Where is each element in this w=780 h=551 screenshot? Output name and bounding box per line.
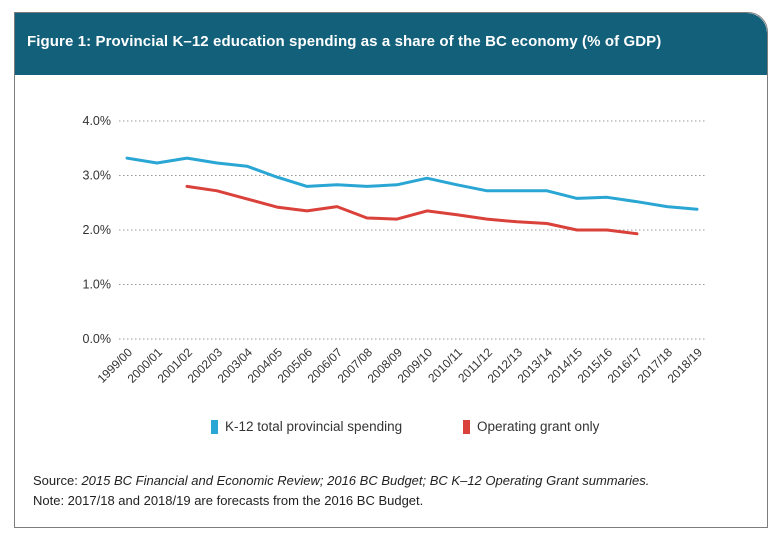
source-text: 2015 BC Financial and Economic Review; 2…: [81, 473, 650, 488]
figure-frame: Figure 1: Provincial K–12 education spen…: [14, 12, 768, 528]
y-tick-label: 2.0%: [83, 223, 112, 237]
y-tick-label: 1.0%: [83, 278, 112, 292]
legend-label-operating-grant: Operating grant only: [477, 419, 600, 434]
legend-swatch-operating-grant: [463, 419, 470, 434]
y-tick-label: 0.0%: [83, 332, 112, 346]
figure-title: Figure 1: Provincial K–12 education spen…: [27, 33, 662, 50]
y-tick-label: 4.0%: [83, 114, 112, 128]
chart-legend: K-12 total provincial spending Operating…: [15, 419, 767, 439]
legend-item-operating-grant: Operating grant only: [463, 419, 599, 434]
source-line: Source: 2015 BC Financial and Economic R…: [33, 471, 649, 491]
legend-swatch-k12-total: [211, 419, 218, 434]
series-line-operating-grant: [185, 184, 639, 236]
series-line-k12-total: [125, 156, 699, 211]
legend-label-k12-total: K-12 total provincial spending: [225, 419, 403, 434]
legend-item-k12-total: K-12 total provincial spending: [211, 419, 402, 434]
note-line: Note: 2017/18 and 2018/19 are forecasts …: [33, 493, 424, 508]
y-tick-label: 3.0%: [83, 169, 112, 183]
figure-header: Figure 1: Provincial K–12 education spen…: [15, 13, 767, 75]
figure-notes: Source: 2015 BC Financial and Economic R…: [33, 471, 649, 511]
line-chart: 0.0%1.0%2.0%3.0%4.0%1999/002000/012001/0…: [83, 114, 706, 386]
source-label: Source:: [33, 473, 78, 488]
